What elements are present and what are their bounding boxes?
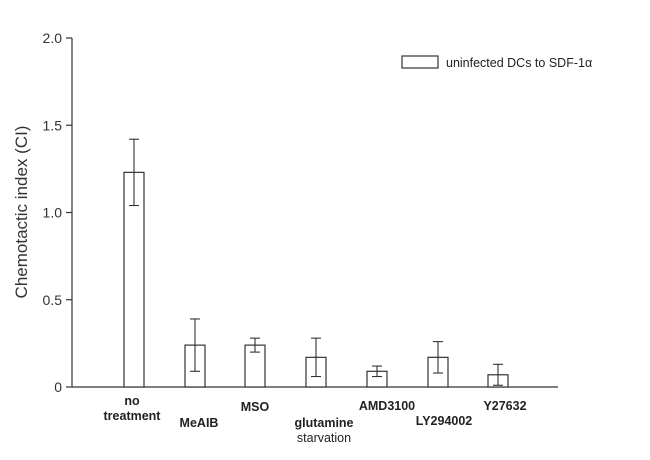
- legend-label: uninfected DCs to SDF-1α: [446, 56, 592, 70]
- y-tick-label: 1.0: [43, 205, 63, 221]
- error-bars: [129, 138, 503, 386]
- x-tick-label: MeAIB: [180, 416, 219, 430]
- legend-swatch: [401, 55, 439, 69]
- y-ticks: 0 0.5 1.0 1.5 2.0: [43, 30, 72, 395]
- y-tick-label: 0.5: [43, 292, 63, 308]
- x-tick-label: treatment: [104, 409, 162, 423]
- x-tick-label: LY294002: [416, 414, 473, 428]
- y-tick-label: 1.5: [43, 117, 63, 133]
- x-tick-label: Y27632: [483, 399, 526, 413]
- legend: uninfected DCs to SDF-1α: [401, 55, 592, 70]
- y-axis-label: Chemotactic index (CI): [12, 126, 31, 299]
- x-tick-label: glutamine: [294, 416, 353, 430]
- y-tick-label: 0: [54, 379, 62, 395]
- x-tick-label: no: [124, 394, 140, 408]
- x-tick-label: starvation: [297, 431, 351, 445]
- x-tick-label: AMD3100: [359, 399, 415, 413]
- x-tick-label: MSO: [241, 400, 270, 414]
- y-tick-label: 2.0: [43, 30, 63, 46]
- axes: [71, 38, 558, 388]
